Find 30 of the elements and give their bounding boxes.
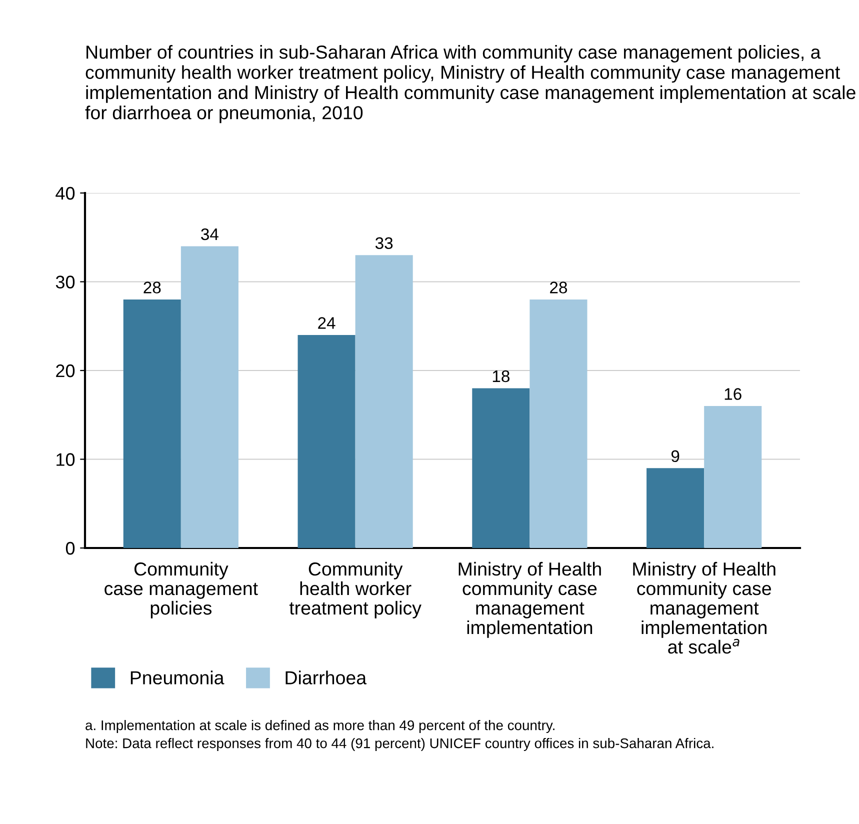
data-label: 28	[550, 282, 568, 294]
data-label: 9	[671, 450, 680, 462]
text: a. Implementation at scale is defined as more than 49 percent of the country.	[86, 720, 554, 733]
y-tick-label: 0	[66, 542, 75, 555]
bar	[355, 255, 413, 548]
bar	[704, 406, 762, 548]
x-tick-label: Ministry of Health community case management implementation at scale$^{a}$	[633, 562, 776, 654]
bar	[180, 246, 238, 548]
x-tick-label: Community case management policies	[104, 562, 258, 618]
text: Note: Data reflect responses from 40 to 44 (91 percent) UNICEF country offices in sub-Saharan Africa.	[86, 738, 714, 751]
y-tick-label: 10	[56, 453, 75, 466]
data-label: 34	[201, 228, 218, 240]
legend-label: Diarrhoea	[286, 670, 367, 684]
legend-label: Pneumonia	[130, 670, 224, 684]
y-tick-label: 30	[56, 276, 75, 288]
bar	[646, 468, 704, 548]
chart-title: Number of countries in sub-Saharan Africa with community case management policies, a community health worker treatment policy, Ministry of Health community case management implementation and Ministry of Health community case management implementation at scale for diarrhoea or pneumonia, 2010	[85, 45, 856, 124]
data-label: 18	[492, 370, 510, 382]
bar	[472, 388, 530, 548]
y-tick-label: 20	[56, 364, 75, 378]
bar	[123, 300, 181, 548]
y-tick-label: 40	[56, 186, 75, 200]
bar	[530, 300, 588, 548]
x-tick-label: Ministry of Health community case management implementation	[458, 562, 601, 638]
data-label: 16	[724, 388, 742, 400]
data-label: 28	[144, 282, 161, 294]
bar	[298, 335, 356, 548]
x-tick-label: Community health worker treatment policy	[289, 562, 422, 618]
data-label: 33	[375, 237, 393, 250]
data-label: 24	[318, 317, 336, 329]
